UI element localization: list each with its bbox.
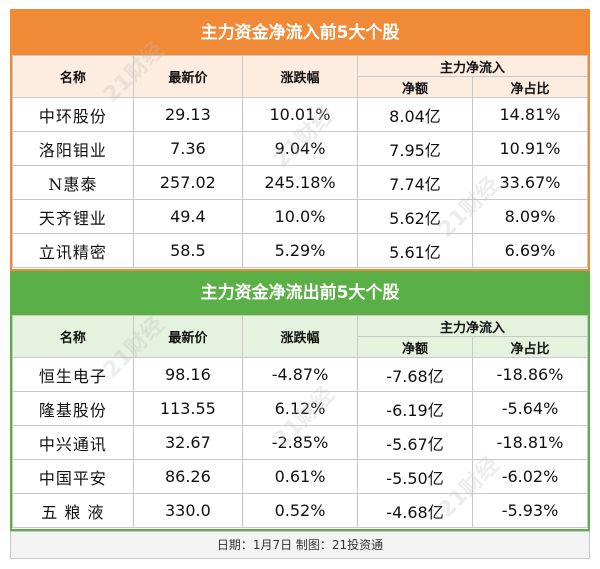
stock-name: 中兴通讯 [12, 425, 134, 460]
col-header-ratio: 净占比 [472, 76, 588, 98]
stock-price: 29.13 [132, 97, 244, 132]
stock-price: 7.36 [132, 131, 244, 166]
stock-change: 9.04% [242, 131, 358, 166]
table-row: 五 粮 液 330.0 0.52% -4.68亿 -5.93% [12, 493, 588, 528]
stock-change: 0.52% [242, 493, 358, 528]
stock-net: 7.95亿 [357, 131, 473, 166]
stock-price: 330.0 [132, 493, 244, 528]
stock-net: -7.68亿 [357, 357, 473, 392]
table-row: 隆基股份 113.55 6.12% -6.19亿 -5.64% [12, 391, 588, 426]
footer-credit: 日期：1月7日 制图：21投资通 [10, 531, 590, 559]
stock-ratio: -5.64% [472, 391, 588, 426]
stock-name: 五 粮 液 [12, 493, 134, 528]
stock-ratio: -5.93% [472, 493, 588, 528]
stock-price: 113.55 [132, 391, 244, 426]
stock-change: 10.01% [242, 97, 358, 132]
table-row: 立讯精密 58.5 5.29% 5.61亿 6.69% [12, 233, 588, 268]
table-row: 中国平安 86.26 0.61% -5.50亿 -6.02% [12, 459, 588, 494]
stock-name: N惠泰 [12, 165, 134, 200]
col-header-net: 净额 [357, 336, 473, 358]
stock-name: 洛阳钼业 [12, 131, 134, 166]
stock-ratio: 8.09% [472, 199, 588, 234]
stock-change: -2.85% [242, 425, 358, 460]
stock-net: 8.04亿 [357, 97, 473, 132]
stock-name: 中环股份 [12, 97, 134, 132]
stock-price: 58.5 [132, 233, 244, 268]
col-header-group: 主力净流入 [357, 55, 588, 77]
stock-change: 10.0% [242, 199, 358, 234]
stock-price: 98.16 [132, 357, 244, 392]
stock-name: 立讯精密 [12, 233, 134, 268]
col-header-price: 最新价 [132, 55, 244, 98]
stock-change: -4.87% [242, 357, 358, 392]
outflow-panel: 主力资金净流出前5大个股 名称 最新价 涨跌幅 主力净流入 净额 净占比 [10, 271, 590, 531]
table-row: 洛阳钼业 7.36 9.04% 7.95亿 10.91% [12, 131, 588, 166]
stock-change: 245.18% [242, 165, 358, 200]
col-header-change: 涨跌幅 [242, 55, 358, 98]
col-header-change: 涨跌幅 [242, 315, 358, 358]
stock-change: 5.29% [242, 233, 358, 268]
stock-price: 257.02 [132, 165, 244, 200]
stock-ratio: -18.81% [472, 425, 588, 460]
stock-net: 5.61亿 [357, 233, 473, 268]
stock-name: 中国平安 [12, 459, 134, 494]
stock-name: 隆基股份 [12, 391, 134, 426]
stock-change: 6.12% [242, 391, 358, 426]
col-header-price: 最新价 [132, 315, 244, 358]
stock-net: -6.19亿 [357, 391, 473, 426]
inflow-title: 主力资金净流入前5大个股 [12, 11, 588, 55]
col-header-group: 主力净流入 [357, 315, 588, 337]
table-row: 中兴通讯 32.67 -2.85% -5.67亿 -18.81% [12, 425, 588, 460]
stock-net: -4.68亿 [357, 493, 473, 528]
stock-ratio: 14.81% [472, 97, 588, 132]
stock-net: -5.67亿 [357, 425, 473, 460]
stock-change: 0.61% [242, 459, 358, 494]
col-header-ratio: 净占比 [472, 336, 588, 358]
stock-ratio: -6.02% [472, 459, 588, 494]
outflow-title: 主力资金净流出前5大个股 [12, 271, 588, 315]
table-row: N惠泰 257.02 245.18% 7.74亿 33.67% [12, 165, 588, 200]
stock-net: 5.62亿 [357, 199, 473, 234]
table-row: 天齐锂业 49.4 10.0% 5.62亿 8.09% [12, 199, 588, 234]
stock-ratio: 33.67% [472, 165, 588, 200]
stock-ratio: -18.86% [472, 357, 588, 392]
stock-price: 86.26 [132, 459, 244, 494]
stock-price: 32.67 [132, 425, 244, 460]
table-row: 中环股份 29.13 10.01% 8.04亿 14.81% [12, 97, 588, 132]
table-row: 恒生电子 98.16 -4.87% -7.68亿 -18.86% [12, 357, 588, 392]
col-header-name: 名称 [12, 315, 134, 358]
stock-name: 恒生电子 [12, 357, 134, 392]
col-header-name: 名称 [12, 55, 134, 98]
stock-name: 天齐锂业 [12, 199, 134, 234]
stock-ratio: 10.91% [472, 131, 588, 166]
inflow-panel: 主力资金净流入前5大个股 名称 最新价 涨跌幅 主力净流入 净额 净占比 [10, 9, 590, 271]
col-header-net: 净额 [357, 76, 473, 98]
stock-net: -5.50亿 [357, 459, 473, 494]
inflow-table: 名称 最新价 涨跌幅 主力净流入 净额 净占比 中环股份 29.13 10.01… [12, 55, 588, 268]
stock-price: 49.4 [132, 199, 244, 234]
stock-ratio: 6.69% [472, 233, 588, 268]
stock-net: 7.74亿 [357, 165, 473, 200]
outflow-table: 名称 最新价 涨跌幅 主力净流入 净额 净占比 恒生电子 98.16 -4.87… [12, 315, 588, 528]
